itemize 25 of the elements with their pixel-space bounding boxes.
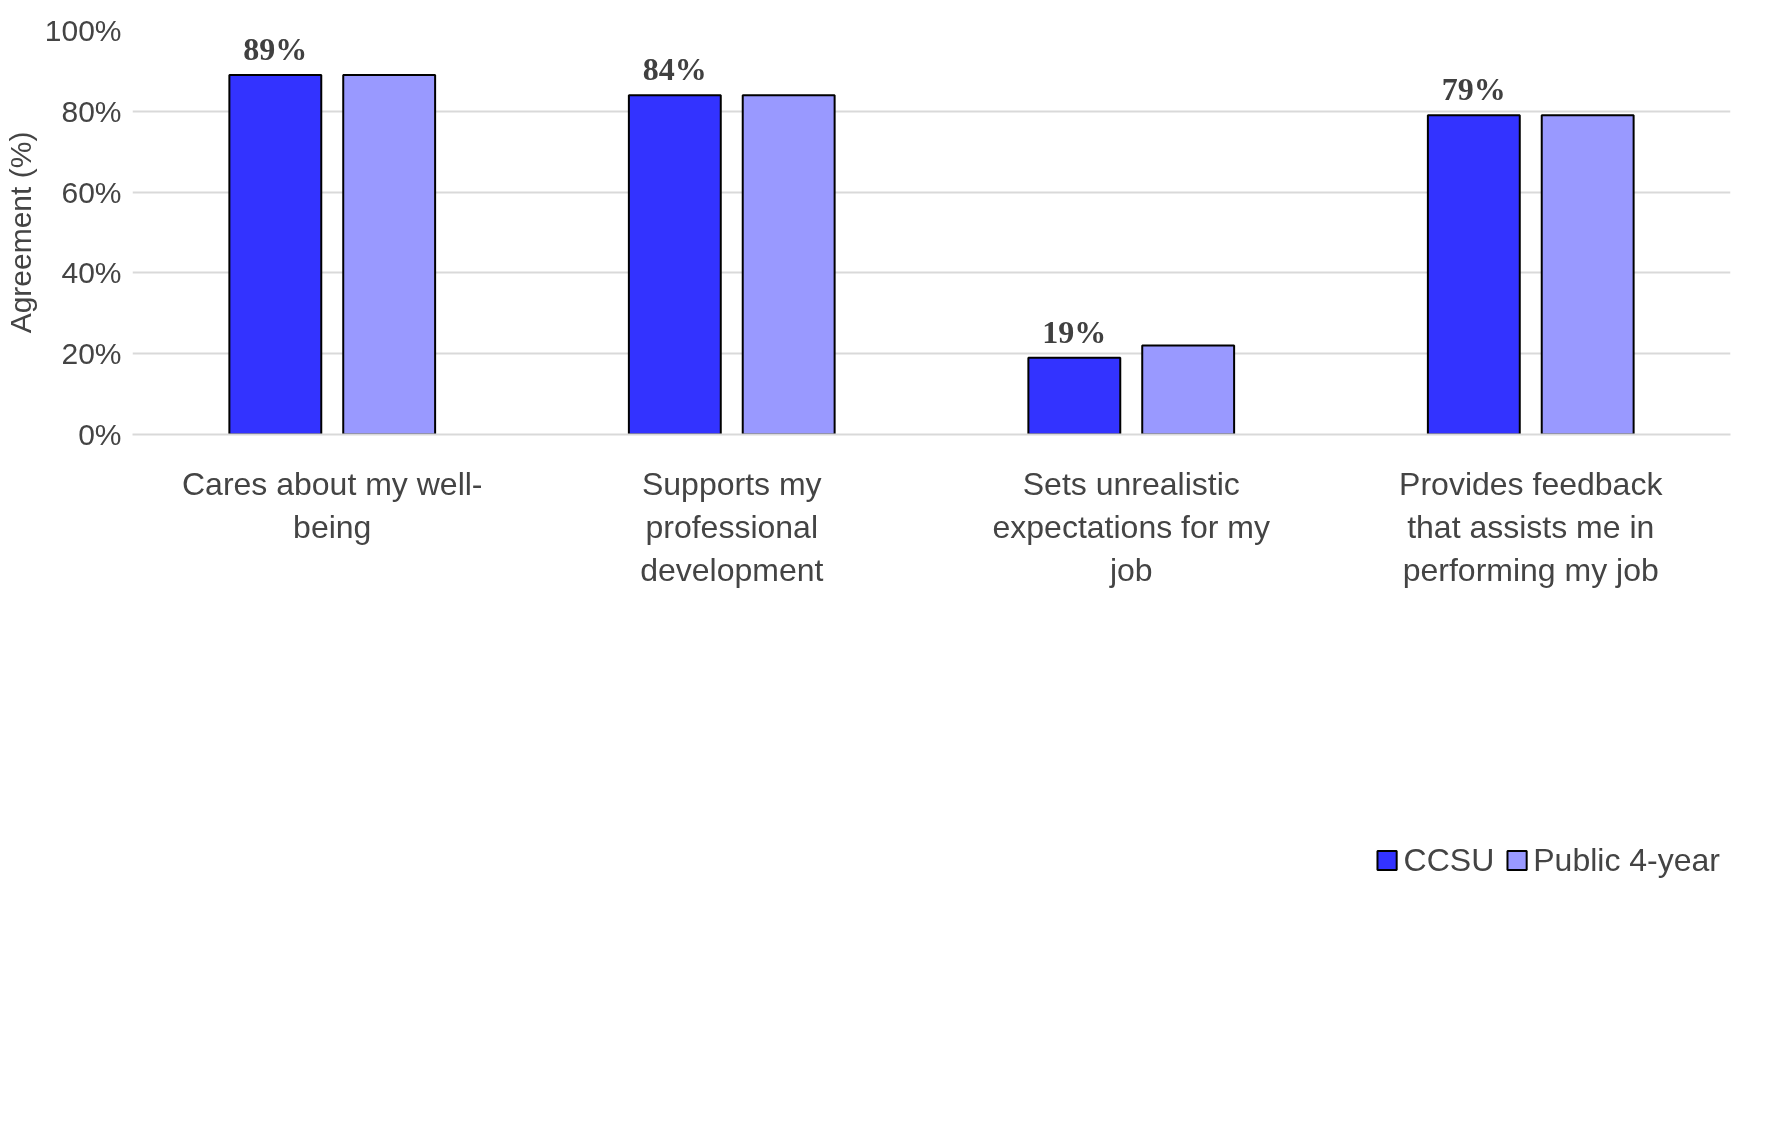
- x-tick-label: Sets unrealistic expectations for my job: [992, 465, 1270, 588]
- data-label: 84%: [642, 51, 707, 88]
- data-label: 79%: [1441, 71, 1506, 108]
- bar: [342, 73, 437, 435]
- bar: [1426, 114, 1521, 435]
- x-tick-label: Cares about my well-being: [181, 465, 483, 545]
- bar: [1027, 356, 1122, 435]
- y-tick-label: 20%: [61, 337, 122, 371]
- y-tick-label: 80%: [61, 94, 122, 128]
- y-axis-title: Agreement (%): [3, 131, 37, 334]
- data-label: 89%: [243, 30, 308, 67]
- legend-label: Public 4-year: [1533, 841, 1720, 879]
- y-tick-label: 100%: [44, 14, 122, 47]
- y-tick-label: 40%: [61, 256, 122, 290]
- y-tick-label: 0%: [78, 418, 122, 451]
- bar: [627, 94, 722, 435]
- y-tick-label: 60%: [61, 175, 122, 209]
- bar: [1540, 114, 1635, 435]
- x-tick-label: Provides feedback that assists me in performing my job: [1399, 465, 1664, 588]
- bar: [1141, 344, 1236, 435]
- bar: [228, 73, 323, 435]
- bar: [741, 94, 836, 435]
- x-tick-label: Supports my professional development: [640, 465, 824, 588]
- legend-label: CCSU: [1403, 841, 1495, 879]
- data-label: 19%: [1042, 313, 1107, 350]
